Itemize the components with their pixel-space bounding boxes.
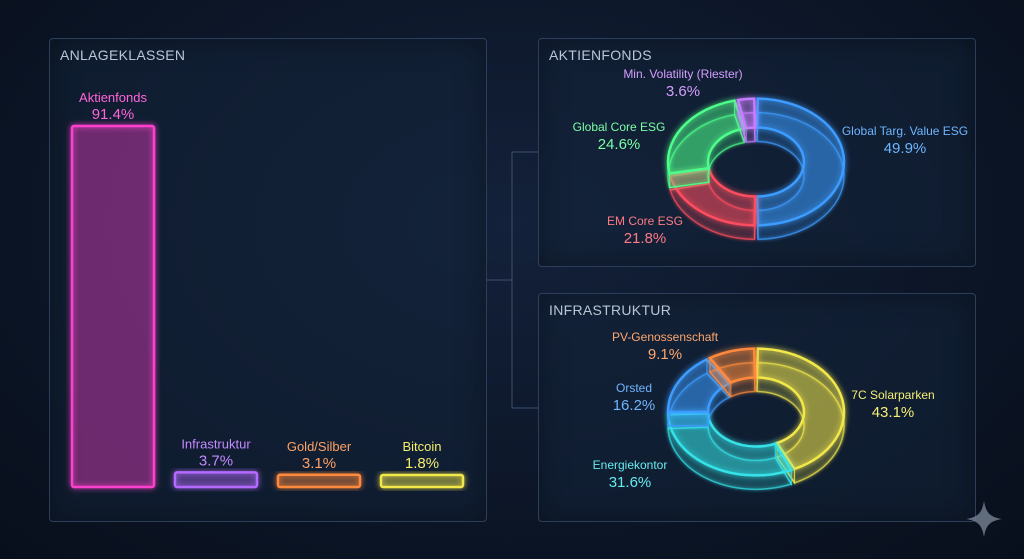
- slice-value-energiekontor: 31.6%: [609, 474, 652, 491]
- slice-label-em-core-esg: EM Core ESG: [607, 214, 683, 228]
- bar-label-aktienfonds: Aktienfonds: [79, 90, 147, 105]
- sparkle-icon: [966, 501, 1002, 537]
- slice-value-pv-genossenschaft: 9.1%: [648, 346, 682, 363]
- slice-value-min-volatility-riester: 3.6%: [666, 83, 700, 100]
- aktienfonds-donut: Global Targ. Value ESG 49.9% EM Core ESG 21…: [573, 67, 969, 247]
- slice-global-core-esg: [666, 99, 746, 189]
- bar-gold-silber: [276, 473, 362, 489]
- slice-label-global-core-esg: Global Core ESG: [573, 120, 666, 134]
- slice-label-global-targ-value-esg: Global Targ. Value ESG: [842, 124, 968, 138]
- slice-min-volatility-riester: [736, 97, 757, 144]
- anlageklassen-title: ANLAGEKLASSEN: [60, 47, 186, 63]
- bar-value-infrastruktur: 3.7%: [199, 452, 233, 469]
- connector-lines: [486, 151, 538, 409]
- slice-energiekontor: [666, 412, 794, 491]
- aktienfonds-title: AKTIENFONDS: [549, 47, 652, 63]
- slice-label-7c-solarparken: 7C Solarparken: [851, 388, 934, 402]
- bar-aktienfonds: [70, 124, 156, 489]
- slice-label-min-volatility-riester: Min. Volatility (Riester): [623, 67, 742, 81]
- slice-value-global-core-esg: 24.6%: [598, 136, 641, 153]
- bar-label-gold-silber: Gold/Silber: [287, 439, 352, 454]
- slice-label-pv-genossenschaft: PV-Genossenschaft: [612, 330, 719, 344]
- infrastruktur-title: INFRASTRUKTUR: [549, 302, 672, 318]
- slice-global-targ-value-esg: [755, 97, 846, 241]
- slice-pv-genossenschaft: [707, 347, 757, 399]
- slice-value-global-targ-value-esg: 49.9%: [884, 140, 927, 157]
- bar-bitcoin: [379, 473, 465, 489]
- bar-value-aktienfonds: 91.4%: [92, 106, 135, 123]
- bar-infrastruktur: [173, 471, 259, 489]
- slice-value-7c-solarparken: 43.1%: [872, 404, 915, 421]
- slice-label-energiekontor: Energiekontor: [593, 458, 668, 472]
- slice-value-em-core-esg: 21.8%: [624, 230, 667, 247]
- slice-value-orsted: 16.2%: [613, 397, 656, 414]
- slice-label-orsted: Orsted: [616, 381, 652, 395]
- infrastruktur-donut: 7C Solarparken 43.1% Energiekontor 31.6% Ors…: [593, 330, 935, 491]
- bar-label-infrastruktur: Infrastruktur: [181, 436, 251, 451]
- bar-label-bitcoin: Bitcoin: [402, 439, 441, 454]
- slice-7c-solarparken: [755, 347, 846, 485]
- bar-value-gold-silber: 3.1%: [302, 455, 336, 472]
- bar-value-bitcoin: 1.8%: [405, 455, 439, 472]
